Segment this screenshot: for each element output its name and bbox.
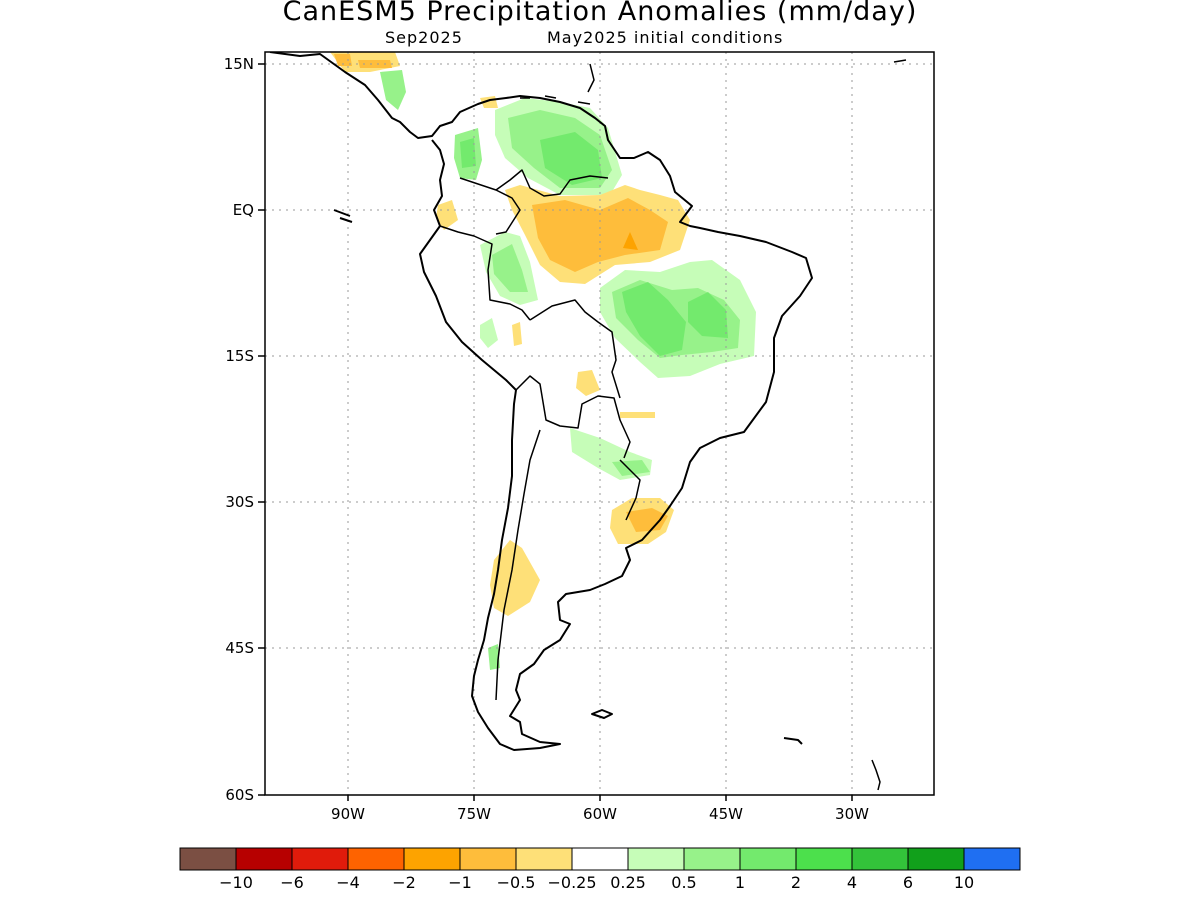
initial-conditions-label: May2025 initial conditions bbox=[547, 28, 784, 47]
colorbar-swatch bbox=[963, 847, 1021, 871]
lat-label: 60S bbox=[225, 786, 254, 804]
colorbar-label: 2 bbox=[791, 873, 801, 892]
colorbar: −10 −6 −4 −2 −1 −0.5 −0.25 0.25 0.5 1 2 4 6 10 bbox=[179, 847, 1021, 892]
lon-label: 60W bbox=[583, 805, 617, 823]
longitude-labels: 90W 75W 60W 45W 30W bbox=[331, 805, 869, 823]
country-borders bbox=[439, 169, 641, 701]
anomaly-brazil-wet-core bbox=[622, 282, 728, 356]
anomaly-patagonia-wet bbox=[488, 644, 500, 670]
graticule bbox=[265, 52, 934, 795]
anomaly-peru-wet-core bbox=[492, 244, 528, 292]
sandwich-islands bbox=[871, 759, 881, 791]
colorbar-swatch bbox=[347, 847, 405, 871]
season-label: Sep2025 bbox=[385, 28, 463, 47]
lon-label: 90W bbox=[331, 805, 365, 823]
colorbar-swatch bbox=[795, 847, 853, 871]
colorbar-label: 4 bbox=[847, 873, 857, 892]
latitude-labels: 15N EQ 15S 30S 45S 60S bbox=[224, 55, 254, 804]
anomaly-shading bbox=[330, 52, 756, 670]
caribbean-islands bbox=[520, 59, 907, 105]
galapagos bbox=[333, 209, 353, 223]
colorbar-label: −10 bbox=[219, 873, 253, 892]
colorbar-label: −6 bbox=[280, 873, 304, 892]
colorbar-swatch bbox=[739, 847, 797, 871]
colorbar-swatch bbox=[683, 847, 741, 871]
colorbar-label: 10 bbox=[954, 873, 974, 892]
coastlines bbox=[269, 52, 907, 791]
colorbar-label: −1 bbox=[448, 873, 472, 892]
lat-label: EQ bbox=[233, 201, 254, 219]
colorbar-label: 6 bbox=[903, 873, 913, 892]
anomaly-bolivia-dry bbox=[576, 370, 600, 396]
anomaly-paraguay-wet-core bbox=[612, 460, 650, 476]
colorbar-swatch bbox=[179, 847, 237, 871]
anomaly-amazon-dry-core bbox=[623, 232, 638, 250]
axis-ticks bbox=[258, 63, 853, 801]
colorbar-swatch bbox=[515, 847, 573, 871]
anomaly-peru-coast-dry bbox=[512, 322, 522, 346]
lon-label: 45W bbox=[709, 805, 743, 823]
lat-label: 15N bbox=[224, 55, 254, 73]
colorbar-label: −0.5 bbox=[497, 873, 536, 892]
colorbar-label: 1 bbox=[735, 873, 745, 892]
colorbar-swatch bbox=[403, 847, 461, 871]
colorbar-label: 0.25 bbox=[610, 873, 646, 892]
colorbar-swatch bbox=[291, 847, 349, 871]
lat-label: 45S bbox=[225, 639, 254, 657]
colorbar-swatch bbox=[235, 847, 293, 871]
lat-label: 15S bbox=[225, 347, 254, 365]
colorbar-label: 0.5 bbox=[671, 873, 696, 892]
lon-label: 75W bbox=[457, 805, 491, 823]
anomaly-brazil-south-dry-strip bbox=[620, 412, 655, 418]
falklands bbox=[591, 709, 613, 719]
south-georgia bbox=[783, 737, 803, 745]
south-america-coastline bbox=[269, 52, 813, 751]
map-title: CanESM5 Precipitation Anomalies (mm/day) bbox=[282, 0, 918, 27]
anomaly-peru-south-wet bbox=[480, 318, 498, 348]
map-content bbox=[265, 52, 934, 795]
colorbar-label: −4 bbox=[336, 873, 360, 892]
colorbar-swatch bbox=[571, 847, 629, 871]
colorbar-swatch bbox=[851, 847, 909, 871]
anomaly-uruguay-dry-core bbox=[626, 508, 668, 532]
anomaly-ecuador-dry bbox=[436, 200, 458, 230]
anomaly-central-america-wet bbox=[380, 70, 406, 110]
anomaly-chile-dry bbox=[490, 540, 540, 616]
colorbar-swatch bbox=[907, 847, 965, 871]
lon-label: 30W bbox=[835, 805, 869, 823]
colorbar-swatch bbox=[459, 847, 517, 871]
colorbar-swatch bbox=[627, 847, 685, 871]
colorbar-label: −0.25 bbox=[547, 873, 596, 892]
colorbar-label: −2 bbox=[392, 873, 416, 892]
anomaly-colombia-wet-core bbox=[460, 138, 476, 168]
anomaly-venezuela-wet-core bbox=[540, 132, 602, 185]
lat-label: 30S bbox=[225, 493, 254, 511]
